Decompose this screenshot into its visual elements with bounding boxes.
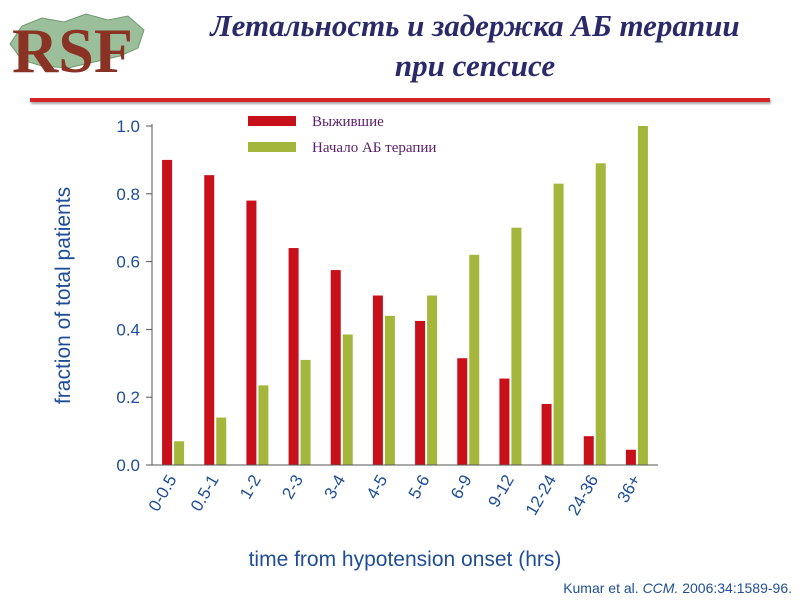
x-axis-title: time from hypotension onset (hrs) <box>249 548 562 571</box>
bar-survivors-11 <box>625 449 636 465</box>
x-tick-label-7: 6-9 <box>447 472 476 503</box>
bar-antibiotic-start-0 <box>174 441 185 465</box>
x-tick-label-5: 4-5 <box>363 472 392 503</box>
bar-antibiotic-start-6 <box>427 295 438 465</box>
bar-survivors-8 <box>499 378 510 465</box>
bars-group <box>162 126 648 466</box>
bar-antibiotic-start-11 <box>637 126 648 465</box>
x-tick-label-0: 0-0.5 <box>145 472 181 515</box>
citation: Kumar et al. CCM. 2006:34:1589-96. <box>563 580 792 596</box>
y-tick-label-0: 0.0 <box>116 456 140 475</box>
x-tick-label-3: 2-3 <box>278 472 307 503</box>
x-tick-label-4: 3-4 <box>320 472 349 503</box>
bar-survivors-4 <box>330 270 341 465</box>
legend-label-1: Начало АБ терапии <box>312 140 436 156</box>
x-tick-label-8: 9-12 <box>484 472 517 511</box>
logo-lettering: RSF <box>12 15 133 84</box>
y-tick-label-1: 0.2 <box>116 388 140 407</box>
page-title: Летальность и задержка АБ терапии при се… <box>150 6 800 86</box>
legend-swatch-1 <box>248 142 296 152</box>
bar-antibiotic-start-4 <box>342 334 353 465</box>
bar-antibiotic-start-1 <box>216 417 227 465</box>
citation-ref: 2006:34:1589-96. <box>682 580 792 596</box>
bar-survivors-10 <box>583 436 594 465</box>
y-tick-label-2: 0.4 <box>116 320 140 339</box>
x-tick-label-2: 1-2 <box>236 472 265 503</box>
legend-swatch-0 <box>248 116 296 126</box>
bar-survivors-6 <box>415 320 426 465</box>
x-tick-label-10: 24-36 <box>564 472 602 519</box>
x-tick-label-11: 36+ <box>614 471 645 506</box>
x-tick-label-1: 0.5-1 <box>187 472 223 515</box>
bar-antibiotic-start-2 <box>258 385 269 465</box>
bar-survivors-1 <box>204 175 215 465</box>
bar-survivors-0 <box>162 159 173 465</box>
bar-antibiotic-start-9 <box>553 183 564 465</box>
bar-antibiotic-start-5 <box>384 315 395 465</box>
legend-label-0: Выжившие <box>312 114 384 130</box>
axes-group: 0-0.5 0.5-1 1-2 2-3 3-4 4-5 5-6 6-9 9-12 12-24 24-… <box>52 117 658 571</box>
x-tick-label-6: 5-6 <box>405 472 434 503</box>
bar-survivors-5 <box>372 295 383 465</box>
bar-survivors-9 <box>541 403 552 465</box>
rsf-logo: RSF <box>2 4 152 86</box>
x-tick-label-9: 12-24 <box>522 472 560 519</box>
bar-antibiotic-start-8 <box>511 227 522 465</box>
title-divider <box>30 98 770 102</box>
y-tick-label-3: 0.6 <box>116 253 140 272</box>
bar-antibiotic-start-3 <box>300 359 311 465</box>
bar-survivors-3 <box>288 248 299 465</box>
bar-survivors-2 <box>246 200 257 465</box>
citation-journal: CCM. <box>642 580 679 596</box>
y-tick-label-4: 0.8 <box>116 185 140 204</box>
bar-antibiotic-start-7 <box>469 254 480 465</box>
title-line-1: Летальность и задержка АБ терапии <box>210 8 740 43</box>
citation-authors: Kumar et al. <box>563 580 639 596</box>
title-line-2: при сепсисе <box>394 48 556 83</box>
y-tick-label-5: 1.0 <box>116 117 140 136</box>
bar-antibiotic-start-10 <box>595 163 606 466</box>
y-axis-title: fraction of total patients <box>52 187 75 404</box>
chart-legend: Выжившие Начало АБ терапии <box>248 114 436 156</box>
bar-survivors-7 <box>457 358 468 465</box>
